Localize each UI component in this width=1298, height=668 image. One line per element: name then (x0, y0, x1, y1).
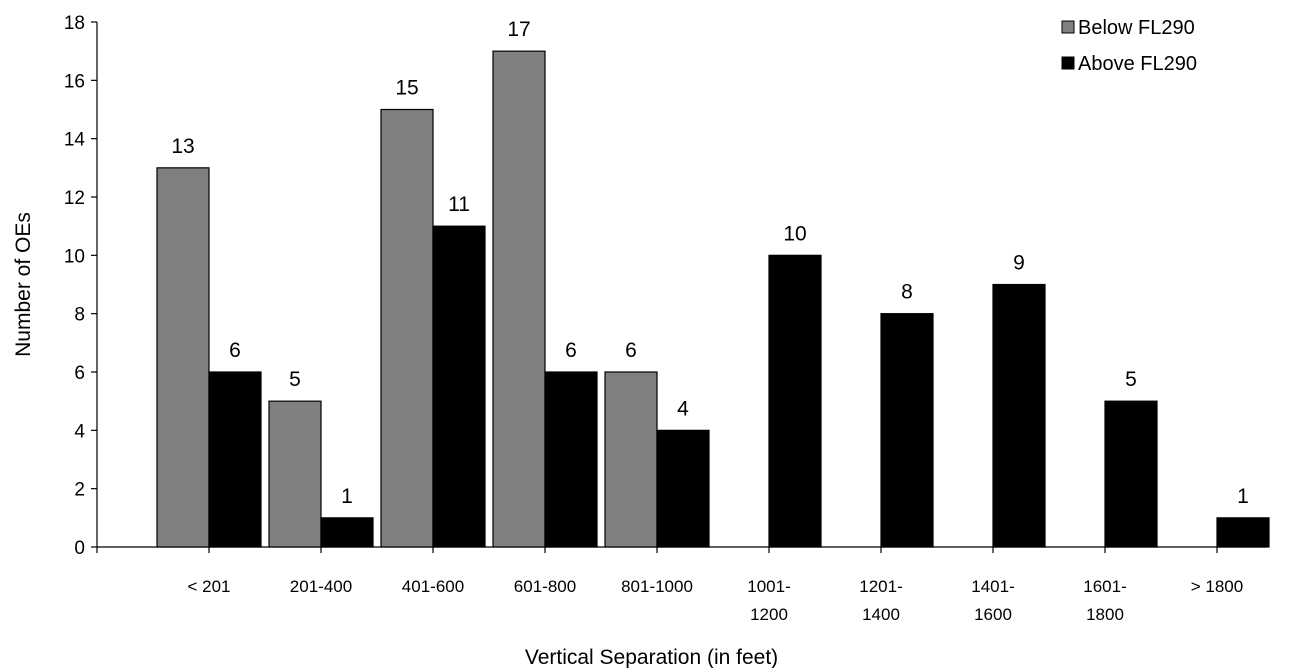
x-tick-label: 1400 (862, 605, 900, 624)
bar (1104, 400, 1158, 548)
y-tick-label: 12 (64, 188, 85, 209)
x-tick-label: > 1800 (1191, 577, 1243, 596)
data-label: 5 (289, 368, 301, 391)
data-label: 15 (395, 77, 418, 100)
x-tick-label: 401-600 (402, 577, 464, 596)
bar (268, 400, 322, 548)
bar (156, 167, 210, 548)
data-label: 6 (229, 339, 241, 362)
x-tick-label: < 201 (187, 577, 230, 596)
bar (544, 371, 598, 548)
bar (380, 108, 434, 548)
data-label: 17 (507, 18, 530, 41)
data-label: 13 (171, 135, 194, 158)
bar (432, 225, 486, 548)
y-tick-label: 6 (74, 363, 85, 384)
x-tick-label: 801-1000 (621, 577, 693, 596)
data-label: 5 (1125, 368, 1137, 391)
x-tick-label: 1401- (971, 577, 1014, 596)
y-tick-label: 2 (74, 480, 85, 501)
x-tick-label: 601-800 (514, 577, 576, 596)
data-label: 11 (448, 193, 470, 216)
x-tick-label: 201-400 (290, 577, 352, 596)
data-label: 6 (565, 339, 577, 362)
bar (768, 254, 822, 548)
legend-swatch (1061, 20, 1075, 34)
data-label: 10 (783, 222, 806, 245)
bar (492, 50, 546, 548)
data-label: 6 (625, 339, 637, 362)
bar (604, 371, 658, 548)
data-label: 1 (1237, 485, 1249, 508)
y-axis: 0 2 4 6 8 10 12 14 16 18 (64, 13, 98, 559)
y-tick-label: 0 (74, 538, 85, 559)
y-tick-label: 14 (64, 130, 86, 151)
bars (156, 50, 1270, 548)
x-axis-title: Vertical Separation (in feet) (525, 646, 778, 668)
y-tick-label: 8 (74, 305, 85, 326)
x-tick-label: 1800 (1086, 605, 1124, 624)
x-tick-label: 1601- (1083, 577, 1126, 596)
bar (208, 371, 262, 548)
x-tick-label: 1200 (750, 605, 788, 624)
data-label: 4 (677, 397, 689, 420)
bar (880, 313, 934, 548)
data-label: 9 (1013, 252, 1025, 275)
bar (320, 517, 374, 548)
x-tick-label: 1001- (747, 577, 790, 596)
y-tick-label: 18 (64, 13, 85, 34)
legend-entry: Above FL290 (1078, 53, 1197, 75)
x-tick-label: 1201- (859, 577, 902, 596)
y-axis-title: Number of OEs (12, 212, 35, 357)
data-label: 8 (901, 281, 913, 304)
legend: Below FL290 Above FL290 (1061, 17, 1197, 75)
x-tick-label: 1600 (974, 605, 1012, 624)
x-axis: < 201 201-400 401-600 601-800 801-1000 1001- 1… (96, 546, 1266, 624)
legend-entry: Below FL290 (1078, 17, 1195, 39)
bar (1216, 517, 1270, 548)
bar (656, 429, 710, 548)
y-tick-label: 10 (64, 246, 85, 267)
legend-swatch (1061, 56, 1075, 70)
bar (992, 283, 1046, 548)
data-label: 1 (341, 485, 353, 508)
y-tick-label: 16 (64, 71, 85, 92)
y-tick-label: 4 (74, 421, 85, 442)
